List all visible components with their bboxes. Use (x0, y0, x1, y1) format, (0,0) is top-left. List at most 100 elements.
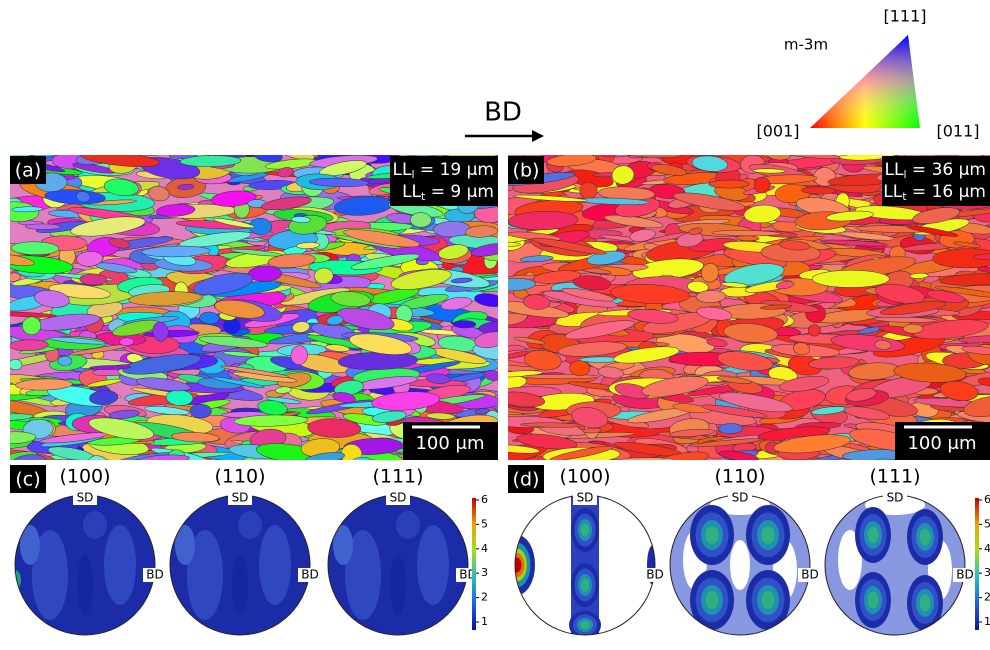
sd-label: SD (577, 491, 594, 505)
ipf-corner-right: [011] (936, 122, 979, 141)
pf-contour (77, 555, 93, 615)
pf-contour (580, 621, 590, 629)
pf-contours (328, 495, 468, 635)
scale-bar-label: 100 μm (907, 433, 976, 454)
grain (464, 148, 478, 154)
pf-contour (20, 525, 40, 565)
pf-contour (920, 595, 931, 612)
pf-contour (390, 555, 406, 615)
grain (25, 224, 60, 230)
colorbar-tick-label: 4 (481, 542, 488, 555)
grain (435, 460, 489, 465)
grain (903, 324, 923, 333)
colorbar (472, 498, 476, 630)
ll-symbol: LL (885, 160, 904, 180)
grain (754, 177, 770, 193)
colorbar-tick-label: 1 (984, 615, 990, 628)
colorbar-tick-label: 3 (984, 566, 990, 579)
grain (522, 374, 599, 378)
pf-contour (83, 511, 107, 539)
bd-arrow-label: BD (484, 98, 522, 128)
linear-intercept: LLl = 36 μm (885, 160, 986, 181)
bd-label: BD (646, 568, 663, 582)
panel-label: (c) (15, 469, 40, 491)
pole-figure-title: (111) (372, 466, 423, 488)
ll-value: = 9 μm (425, 182, 494, 202)
pf-contour (705, 526, 718, 544)
linear-intercept: LLl = 19 μm (393, 160, 494, 181)
pf-contour (730, 540, 750, 590)
ipf-corner-left: [001] (756, 122, 799, 141)
pf-contour (581, 523, 589, 536)
colorbar-tick-label: 2 (984, 591, 990, 604)
pf-contour (232, 555, 248, 615)
sd-label: SD (232, 491, 249, 505)
sd-label: SD (887, 491, 904, 505)
grain (22, 317, 41, 336)
grain (583, 428, 602, 433)
pf-contour (333, 525, 353, 565)
colorbar (975, 498, 979, 630)
ll-value: = 16 μm (907, 182, 986, 202)
pf-contour (417, 525, 449, 605)
pf-contour (581, 578, 589, 591)
panel-label: (d) (513, 469, 540, 491)
pole-figure-title: (110) (214, 466, 265, 488)
colorbar-tick-label: 1 (481, 615, 488, 628)
colorbar-tick-label: 4 (984, 542, 990, 555)
bd-label: BD (301, 568, 318, 582)
ll-symbol: LL (883, 182, 902, 202)
colorbar-tick-label: 6 (481, 493, 488, 506)
ll-symbol: LL (393, 160, 412, 180)
pf-contour (761, 591, 774, 609)
figure: BD m-3m [111] [001] [011] (a) LLl = 19 μm… (0, 0, 990, 650)
grain (190, 404, 212, 418)
pole-figure-title: (100) (559, 466, 610, 488)
pole-figure-title: (100) (59, 466, 110, 488)
linear-intercept: LLt = 9 μm (402, 182, 494, 203)
grain (709, 180, 749, 188)
pf-contour (761, 526, 774, 544)
pf-contour (920, 529, 931, 546)
grain (410, 212, 432, 227)
pf-contour (238, 511, 262, 539)
ipf-corner-top: [111] (883, 7, 926, 26)
pf-contour (104, 525, 136, 605)
sd-label: SD (77, 491, 94, 505)
bd-label: BD (801, 568, 818, 582)
ipf-symmetry: m-3m (784, 36, 828, 54)
ll-value: = 36 μm (907, 160, 986, 180)
scale-bar-label: 100 μm (415, 433, 484, 454)
colorbar-tick-label: 6 (984, 493, 990, 506)
bd-arrow-head (532, 130, 544, 142)
panel-label: (b) (513, 160, 540, 182)
bd-label: BD (146, 568, 163, 582)
colorbar-tick-label: 3 (481, 566, 488, 579)
ll-value: = 19 μm (415, 160, 494, 180)
pf-contour (513, 558, 522, 573)
colorbar-tick-label: 2 (481, 591, 488, 604)
pf-contours (825, 495, 965, 635)
pole-figure-title: (111) (869, 466, 920, 488)
sd-label: SD (732, 491, 749, 505)
grain (812, 270, 889, 287)
panel-label: (a) (15, 160, 41, 182)
pf-contour (868, 527, 879, 544)
pf-contour (868, 592, 879, 609)
pf-contour (396, 511, 420, 539)
pf-contour (705, 591, 718, 609)
colorbar-tick-label: 5 (984, 517, 990, 530)
pf-contours (170, 495, 310, 635)
pole-figure-title: (110) (714, 466, 765, 488)
sd-label: SD (390, 491, 407, 505)
linear-intercept: LLt = 16 μm (883, 182, 986, 203)
pf-contour (175, 525, 195, 565)
bd-label: BD (956, 568, 973, 582)
pf-contours (670, 495, 810, 635)
pf-contour (259, 525, 291, 605)
grain (58, 356, 72, 366)
pf-contours (9, 495, 155, 635)
colorbar-tick-label: 5 (481, 517, 488, 530)
grain (138, 143, 169, 156)
ll-symbol: LL (402, 182, 421, 202)
